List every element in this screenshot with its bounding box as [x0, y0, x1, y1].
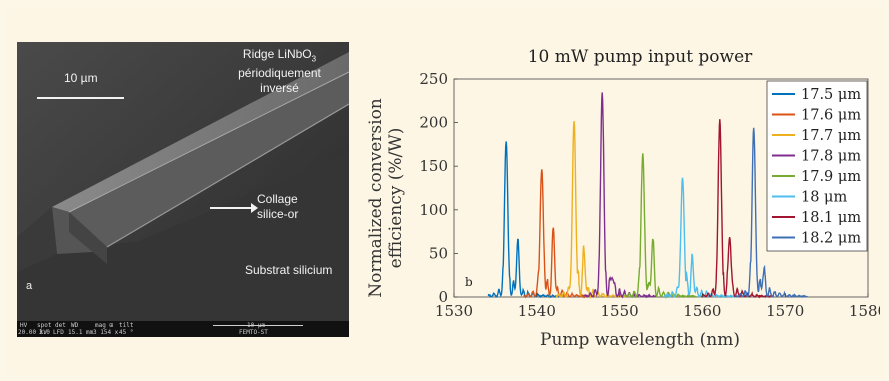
y-tick-label: 200 — [419, 114, 448, 132]
series-line-6 — [701, 119, 775, 299]
info-value-spot: 3.0 — [39, 329, 50, 336]
y-tick-label: 100 — [419, 201, 448, 219]
sem-image: 10 µm Ridge LiNbO3 périodiquement invers… — [17, 42, 349, 337]
info-value-mag: 3 154 x — [93, 329, 119, 336]
legend-entry: 17.5 μm — [801, 87, 861, 103]
y-axis-label-line2: efficiency (%/W) — [386, 128, 406, 269]
ridge-label-line1: Ridge LiNbO — [242, 47, 312, 61]
series-line-2 — [555, 121, 629, 300]
sem-collage-label: Collage silice-or — [257, 192, 298, 222]
series-line-0 — [487, 141, 561, 299]
x-tick-label: 1570 — [766, 302, 804, 320]
panel-letter-a: a — [26, 280, 33, 292]
legend-entry: 17.7 μm — [801, 128, 861, 144]
x-tick-label: 1550 — [601, 302, 639, 320]
info-label-spot: spot — [37, 322, 52, 329]
sem-ridge-picture — [17, 42, 349, 337]
info-label-mag: mag ⊞ — [95, 322, 114, 329]
legend-box — [766, 80, 868, 252]
ridge-label-subscript: 3 — [311, 54, 317, 64]
collage-label-line1: Collage — [257, 192, 298, 206]
legend-entry: 18.2 μm — [801, 231, 861, 247]
chart-title: 10 mW pump input power — [528, 47, 753, 67]
sem-scale-bar — [37, 97, 124, 99]
legend-entry: 18 μm — [801, 190, 847, 206]
ridge-label-line2: périodiquement — [238, 66, 321, 81]
info-scale-bar — [213, 325, 303, 326]
sem-substrat-label: Substrat silicium — [245, 263, 333, 277]
info-value-wd: 15.1 mm — [68, 329, 94, 336]
chart-series — [487, 92, 809, 300]
collage-label-line2: silice-or — [257, 207, 299, 221]
chart-legend: 17.5 μm 17.6 μm 17.7 μm 17.8 μm 17.9 μm 18 μm… — [766, 80, 868, 252]
legend-entry: 18.1 μm — [801, 210, 861, 226]
x-tick-label: 1540 — [518, 302, 556, 320]
info-label-tilt: tilt — [119, 322, 134, 329]
y-tick-label: 0 — [438, 288, 448, 306]
info-value-hv: 20.00 kV — [18, 329, 47, 336]
ridge-label-line3: inversé — [260, 81, 299, 96]
legend-entry: 17.9 μm — [801, 169, 861, 185]
series-line-5 — [663, 177, 737, 299]
legend-entry: 17.8 μm — [801, 149, 861, 165]
sem-ridge-label: Ridge LiNbO3 périodiquement inversé — [217, 47, 342, 96]
info-value-det: LFD — [53, 329, 64, 336]
y-tick-label: 250 — [419, 70, 448, 88]
panel-letter-b: b — [465, 275, 473, 289]
y-tick-label: 150 — [419, 157, 448, 175]
y-tick-label: 50 — [429, 244, 448, 262]
sem-scale-label: 10 µm — [64, 71, 98, 85]
x-axis-label: Pump wavelength (nm) — [540, 330, 740, 350]
info-org: FEMTO-ST — [239, 329, 268, 336]
y-axis-label-line1: Normalized conversion — [366, 98, 386, 298]
info-label-det: det — [55, 322, 66, 329]
series-line-3 — [583, 92, 657, 299]
sem-info-bar: HV spot det WD mag ⊞ tilt 20.00 kV 3.0 L… — [17, 321, 349, 337]
series-line-4 — [624, 153, 697, 299]
legend-entry: 17.6 μm — [801, 108, 861, 124]
x-tick-label: 1560 — [683, 302, 721, 320]
info-value-tilt: 45 ° — [119, 329, 134, 336]
collage-arrow-icon — [210, 203, 258, 213]
series-line-7 — [734, 127, 809, 298]
info-label-hv: HV — [20, 322, 28, 329]
x-tick-label: 1530 — [435, 302, 473, 320]
conversion-efficiency-chart: 153015401550156015701580050100150200250 … — [366, 47, 880, 350]
info-label-wd: WD — [71, 322, 79, 329]
